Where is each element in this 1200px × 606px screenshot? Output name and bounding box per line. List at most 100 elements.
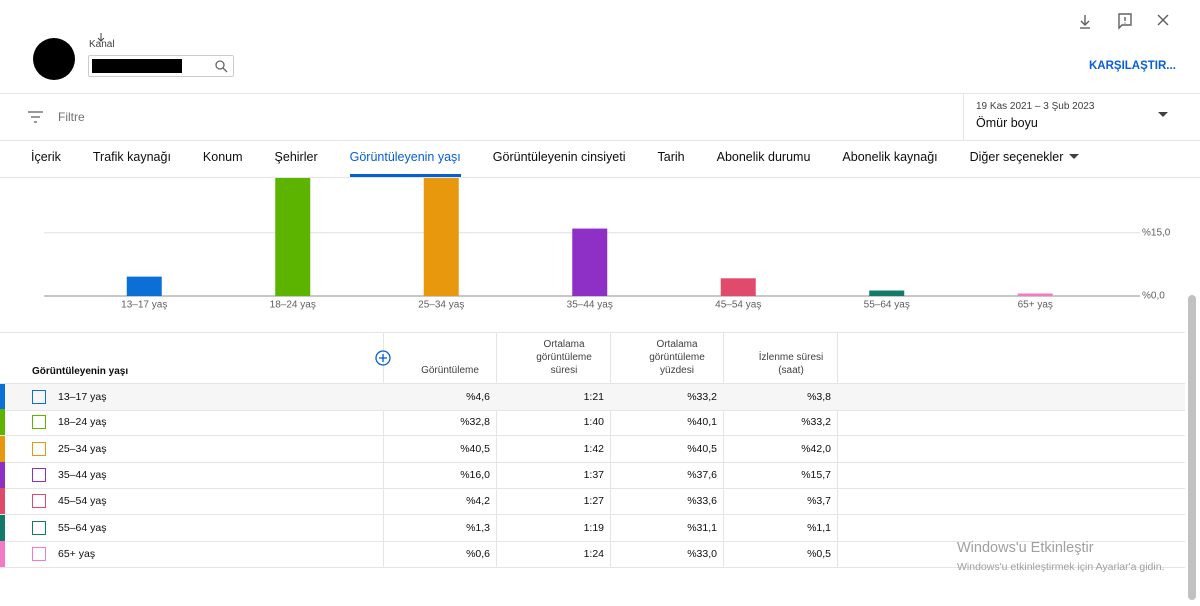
checkbox[interactable] (32, 415, 46, 430)
row-label: 65+ yaş (58, 547, 96, 560)
table-cell: %3,8 (807, 391, 831, 403)
filter-input[interactable]: Filtre (58, 110, 85, 124)
column-header-text: Ortalama görüntüleme yüzdesi (649, 339, 705, 376)
table-cell: %4,6 (466, 391, 490, 403)
divider (0, 332, 1185, 333)
tab[interactable]: Diğer seçenekler (970, 150, 1080, 176)
redaction (92, 59, 182, 73)
table-row[interactable]: 25–34 yaş %40,5 1:42 %40,5 %42,0 (0, 435, 1185, 463)
bar (275, 178, 311, 296)
search-icon (215, 60, 228, 73)
channel-search[interactable] (88, 55, 234, 77)
table-cell: %16,0 (460, 468, 490, 481)
table-row[interactable]: 18–24 yaş %32,8 1:40 %40,1 %33,2 (0, 409, 1185, 437)
scrollbar[interactable] (1188, 295, 1196, 600)
table-cell: %40,1 (687, 416, 717, 429)
bar (423, 178, 459, 296)
table-cell: %1,3 (466, 521, 490, 534)
channel-label: Kanal (89, 39, 115, 50)
table-cell: %37,6 (687, 468, 717, 481)
divider (0, 93, 1200, 94)
bar (572, 228, 608, 296)
x-tick-label: 55–64 yaş (864, 300, 910, 311)
watermark-title: Windows'u Etkinleştir (957, 540, 1094, 556)
watermark-subtitle: Windows'u etkinleştirmek için Ayarlar'a … (957, 561, 1165, 573)
table-cell: 1:27 (583, 495, 604, 508)
row-label: 45–54 yaş (58, 495, 107, 508)
table-cell: 1:40 (583, 416, 604, 429)
tab[interactable]: Tarih (657, 150, 685, 164)
table-row[interactable]: 65+ yaş %0,6 1:24 %33,0 %0,5 (0, 540, 1185, 568)
column-header-text: İzlenme süresi (saat) (758, 352, 824, 376)
tab[interactable]: Şehirler (274, 150, 318, 164)
x-tick-label: 65+ yaş (1018, 300, 1053, 311)
table-cell: %1,1 (807, 521, 831, 534)
close-icon[interactable] (1157, 14, 1169, 26)
row-color (0, 514, 5, 541)
tab[interactable]: İçerik (31, 150, 61, 164)
avatar (33, 38, 75, 80)
row-color (0, 435, 5, 462)
compare-button[interactable]: KARŞILAŞTIR... (1089, 60, 1176, 72)
column-header: Ortalama görüntüleme süresi (496, 333, 604, 383)
row-label: 13–17 yaş (58, 391, 107, 403)
row-label: 55–64 yaş (58, 521, 107, 534)
checkbox[interactable] (32, 520, 46, 535)
table-row[interactable]: 35–44 yaş %16,0 1:37 %37,6 %15,7 (0, 461, 1185, 489)
top-icons (1080, 13, 1169, 30)
add-column-icon[interactable] (375, 350, 391, 366)
tab[interactable]: Konum (202, 150, 243, 164)
chart: %0,0 %15,0 13–17 yaş 18–24 yaş 25–34 yaş 35–4… (44, 178, 1171, 311)
table-row[interactable]: 55–64 yaş %1,3 1:19 %31,1 %1,1 (0, 514, 1185, 542)
table-cell: %31,1 (687, 521, 717, 534)
x-tick-label: 45–54 yaş (715, 300, 761, 311)
bar (1017, 293, 1053, 296)
dropdown-arrow[interactable] (1158, 112, 1170, 120)
download-icon[interactable] (1080, 15, 1090, 29)
row-color (0, 461, 5, 488)
tab[interactable]: Trafik kaynağı (92, 150, 171, 164)
period-select[interactable]: Ömür boyu (976, 116, 1038, 130)
tab[interactable]: Abonelik durumu (716, 150, 811, 164)
row-label: 25–34 yaş (58, 442, 107, 455)
tab[interactable]: Görüntüleyenin cinsiyeti (492, 150, 626, 164)
table-cell: %0,6 (466, 547, 490, 560)
table-cell: %33,6 (687, 495, 717, 508)
table-cell: %33,2 (801, 416, 831, 429)
date-divider (963, 94, 964, 140)
column-divider (723, 333, 724, 568)
filter-icon[interactable] (28, 110, 44, 124)
tab-arrow (1069, 154, 1080, 159)
checkbox[interactable] (32, 441, 46, 456)
x-tick-label: 35–44 yaş (567, 300, 613, 311)
column-divider (496, 333, 497, 568)
tab[interactable]: Görüntüleyenin yaşı (349, 150, 461, 177)
row-color (0, 384, 5, 410)
row-label: 35–44 yaş (58, 468, 107, 481)
table-cell: %40,5 (460, 442, 490, 455)
tab[interactable]: Abonelik kaynağı (842, 150, 938, 164)
y-tick-label: %15,0 (1142, 227, 1171, 238)
row-label: 18–24 yaş (58, 416, 107, 429)
table-row[interactable]: 45–54 yaş %4,2 1:27 %33,6 %3,7 (0, 488, 1185, 516)
sort-icon[interactable] (96, 32, 106, 42)
checkbox[interactable] (32, 494, 46, 509)
column-header: Görüntüleyenin yaşı (32, 366, 129, 377)
table-cell: %3,7 (807, 495, 831, 508)
column-header-text: Görüntüleme (421, 365, 479, 376)
table-row[interactable]: 13–17 yaş %4,6 1:21 %33,2 %3,8 (0, 383, 1185, 411)
table-cell: %0,5 (807, 547, 831, 560)
checkbox[interactable] (32, 546, 46, 561)
checkbox[interactable] (32, 467, 46, 482)
table-cell: %4,2 (466, 495, 490, 508)
column-divider (837, 333, 838, 568)
table-cell: 1:19 (583, 521, 604, 534)
column-divider (610, 333, 611, 568)
column-header-text: Ortalama görüntüleme süresi (536, 339, 592, 376)
table-cell: 1:42 (583, 442, 604, 455)
column-header: Görüntüleme (383, 333, 490, 383)
x-tick-label: 18–24 yaş (270, 300, 316, 311)
feedback-icon[interactable] (1118, 13, 1132, 30)
bar (869, 290, 905, 296)
checkbox[interactable] (32, 390, 46, 404)
